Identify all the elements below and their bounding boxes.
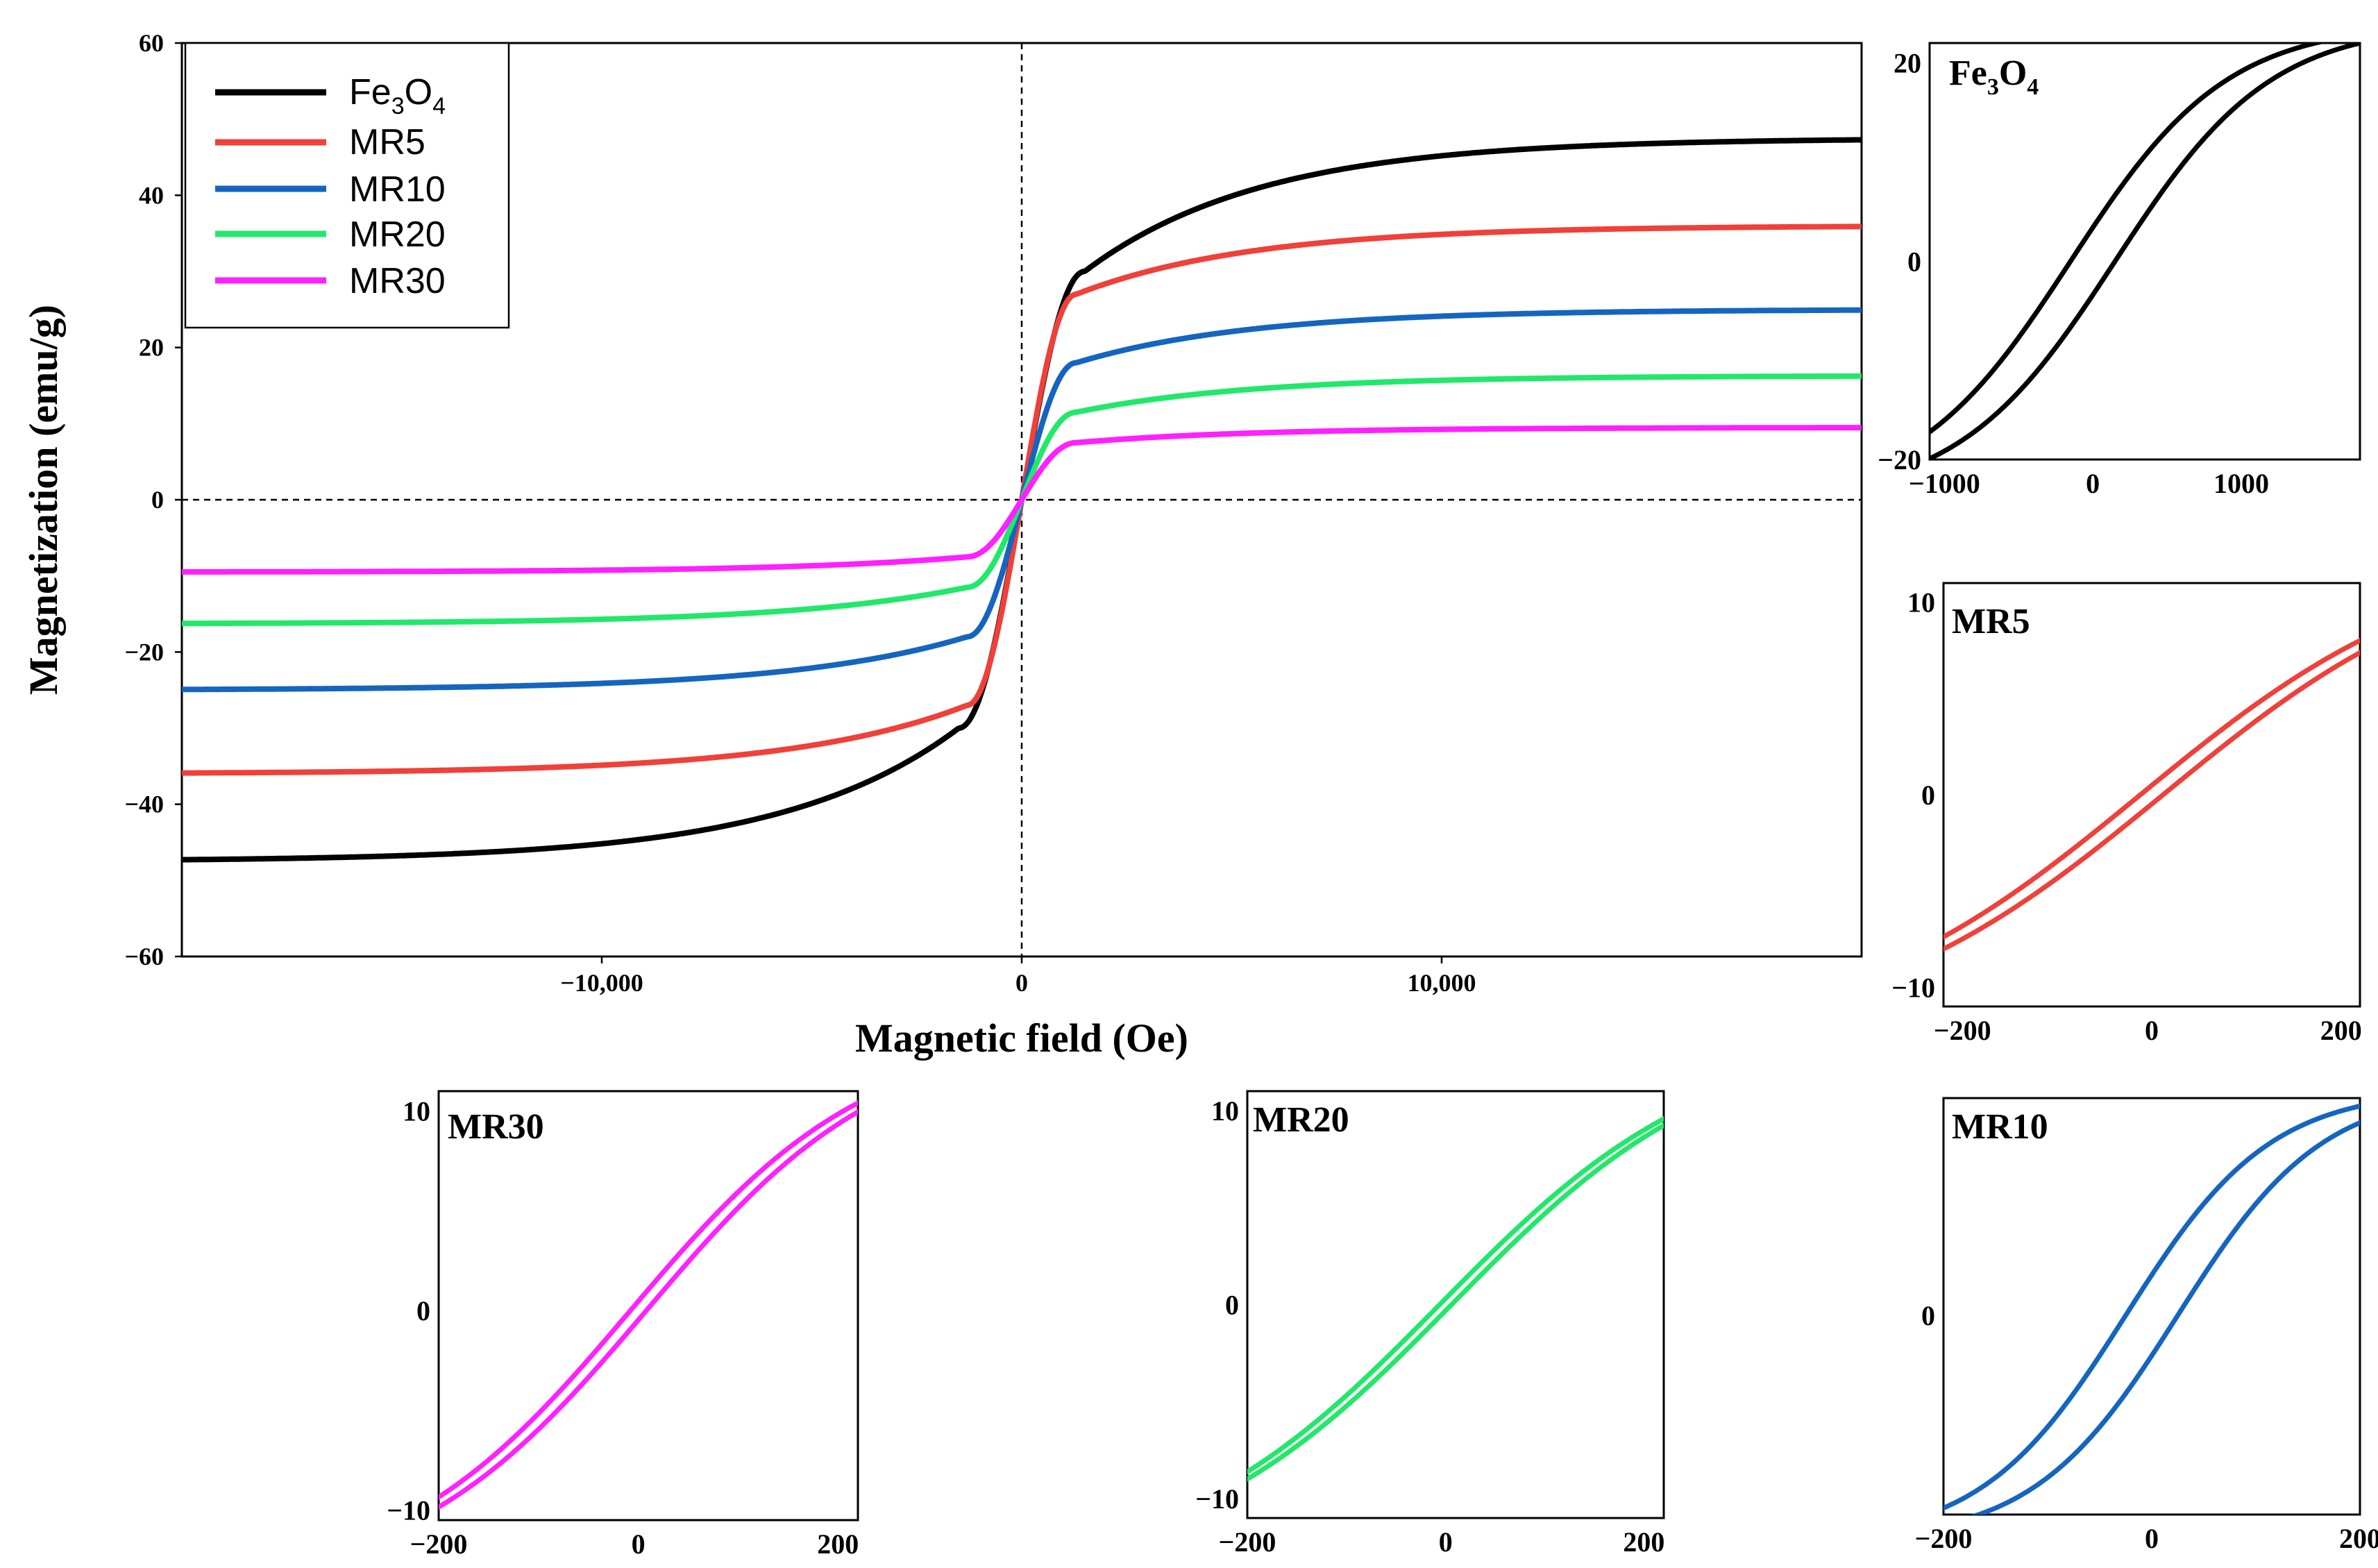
- inset-mr5-loop-lower-branch: [1943, 650, 2360, 952]
- inset-mr5-title: MR5: [1952, 602, 2030, 641]
- inset-mr30-y-tick-label: −10: [387, 1495, 430, 1526]
- legend-label-mr10: MR10: [349, 169, 446, 210]
- inset-mr20-x-tick-label: −200: [1219, 1526, 1276, 1558]
- inset-mr20-y-tick-label: 10: [1211, 1095, 1239, 1127]
- legend-label-fe3o4: Fe3O4: [349, 72, 446, 119]
- series-line-mr30: [180, 425, 1863, 575]
- y-tick-label: 40: [139, 181, 164, 209]
- x-tick-label: 10,000: [1408, 969, 1476, 997]
- inset-mr5-y-tick-label: −10: [1891, 972, 1935, 1003]
- inset-fe3o4-frame: [1928, 42, 2361, 461]
- inset-fe3o4-loop-upper-branch: [1930, 43, 2327, 435]
- inset-mr30-y-tick-label: 0: [416, 1295, 430, 1326]
- y-tick-label: 20: [139, 334, 164, 362]
- legend-box: [184, 42, 510, 329]
- inset-mr5-frame: [1942, 582, 2361, 1008]
- legend: Fe3O4 MR5 MR10 MR20 MR30: [184, 42, 510, 329]
- inset-mr30-x-tick-label: 0: [632, 1528, 646, 1560]
- inset-mr5: MR5 −200 0 200 −10 0 10: [1891, 582, 2362, 1046]
- x-axis-label: Magnetic field (Oe): [855, 1015, 1188, 1061]
- inset-mr30-x-tick-label: 200: [817, 1528, 859, 1560]
- inset-mr5-x-tick-label: 200: [2320, 1015, 2362, 1046]
- inset-mr5-x-tick-label: −200: [1934, 1015, 1991, 1046]
- inset-fe3o4-y-tick-label: 0: [1907, 246, 1921, 277]
- y-tick-label: −40: [124, 791, 164, 818]
- inset-fe3o4-x-tick-label: 0: [2086, 468, 2100, 499]
- inset-mr10-x-tick-label: 0: [2145, 1523, 2159, 1554]
- inset-fe3o4: Fe3O4 −1000 0 1000 −20 0 20: [1878, 42, 2361, 499]
- inset-mr20-loop-upper-branch: [1247, 1115, 1664, 1475]
- inset-mr30-title: MR30: [448, 1107, 544, 1147]
- inset-mr5-y-tick-label: 0: [1921, 779, 1935, 811]
- inset-mr20-x-tick-label: 0: [1439, 1526, 1453, 1558]
- inset-mr10-y-tick-label: 0: [1921, 1300, 1935, 1331]
- inset-mr10-loop-lower-branch: [1971, 1120, 2360, 1515]
- inset-mr30: MR30 −200 0 200 −10 0 10: [387, 1090, 859, 1560]
- main-plot: −10,000 0 10,000 −60 −40 −20 0 20 40 60 Magnetic…: [21, 29, 1863, 1061]
- inset-mr30-loop-lower-branch: [439, 1108, 858, 1510]
- inset-mr5-loop-upper-branch: [1943, 637, 2360, 940]
- inset-mr10-x-tick-label: 200: [2339, 1523, 2378, 1554]
- y-tick-label: 60: [139, 29, 164, 57]
- legend-label-mr5: MR5: [349, 122, 425, 162]
- inset-mr20-y-tick-label: −10: [1195, 1483, 1239, 1515]
- x-tick-label: 0: [1015, 969, 1028, 997]
- inset-mr10-title: MR10: [1952, 1107, 2048, 1147]
- y-tick-label: 0: [151, 486, 164, 514]
- inset-mr5-y-tick-label: 10: [1907, 587, 1935, 618]
- inset-mr20-loop-lower-branch: [1247, 1122, 1664, 1482]
- inset-mr30-x-tick-label: −200: [410, 1528, 468, 1560]
- inset-fe3o4-y-tick-label: −20: [1878, 444, 1921, 475]
- inset-fe3o4-title: Fe3O4: [1949, 53, 2039, 100]
- inset-fe3o4-x-tick-label: −1000: [1909, 468, 1980, 499]
- legend-label-mr30: MR30: [349, 261, 446, 301]
- inset-mr10-loop-upper-branch: [1943, 1103, 2360, 1511]
- inset-fe3o4-y-tick-label: 20: [1894, 48, 1921, 79]
- x-tick-label: −10,000: [560, 969, 643, 997]
- inset-fe3o4-x-tick-label: 1000: [2213, 468, 2269, 499]
- y-tick-label: −60: [124, 943, 164, 970]
- inset-mr30-y-tick-label: 10: [403, 1096, 430, 1127]
- inset-mr20-y-tick-label: 0: [1225, 1290, 1239, 1321]
- inset-mr30-loop-upper-branch: [439, 1100, 858, 1501]
- legend-label-mr20: MR20: [349, 214, 446, 255]
- y-axis-label: Magnetization (emu/g): [21, 305, 66, 695]
- inset-mr10: MR10 −200 0 200 0: [1915, 1097, 2378, 1554]
- inset-mr10-x-tick-label: −200: [1915, 1523, 1973, 1554]
- inset-fe3o4-loop-lower-branch: [1930, 43, 2360, 460]
- inset-mr20-title: MR20: [1253, 1100, 1349, 1140]
- inset-mr20: MR20 −200 0 200 −10 0 10: [1195, 1090, 1665, 1558]
- inset-mr20-x-tick-label: 200: [1623, 1526, 1664, 1558]
- inset-mr5-x-tick-label: 0: [2145, 1015, 2159, 1046]
- y-tick-label: −20: [124, 638, 164, 666]
